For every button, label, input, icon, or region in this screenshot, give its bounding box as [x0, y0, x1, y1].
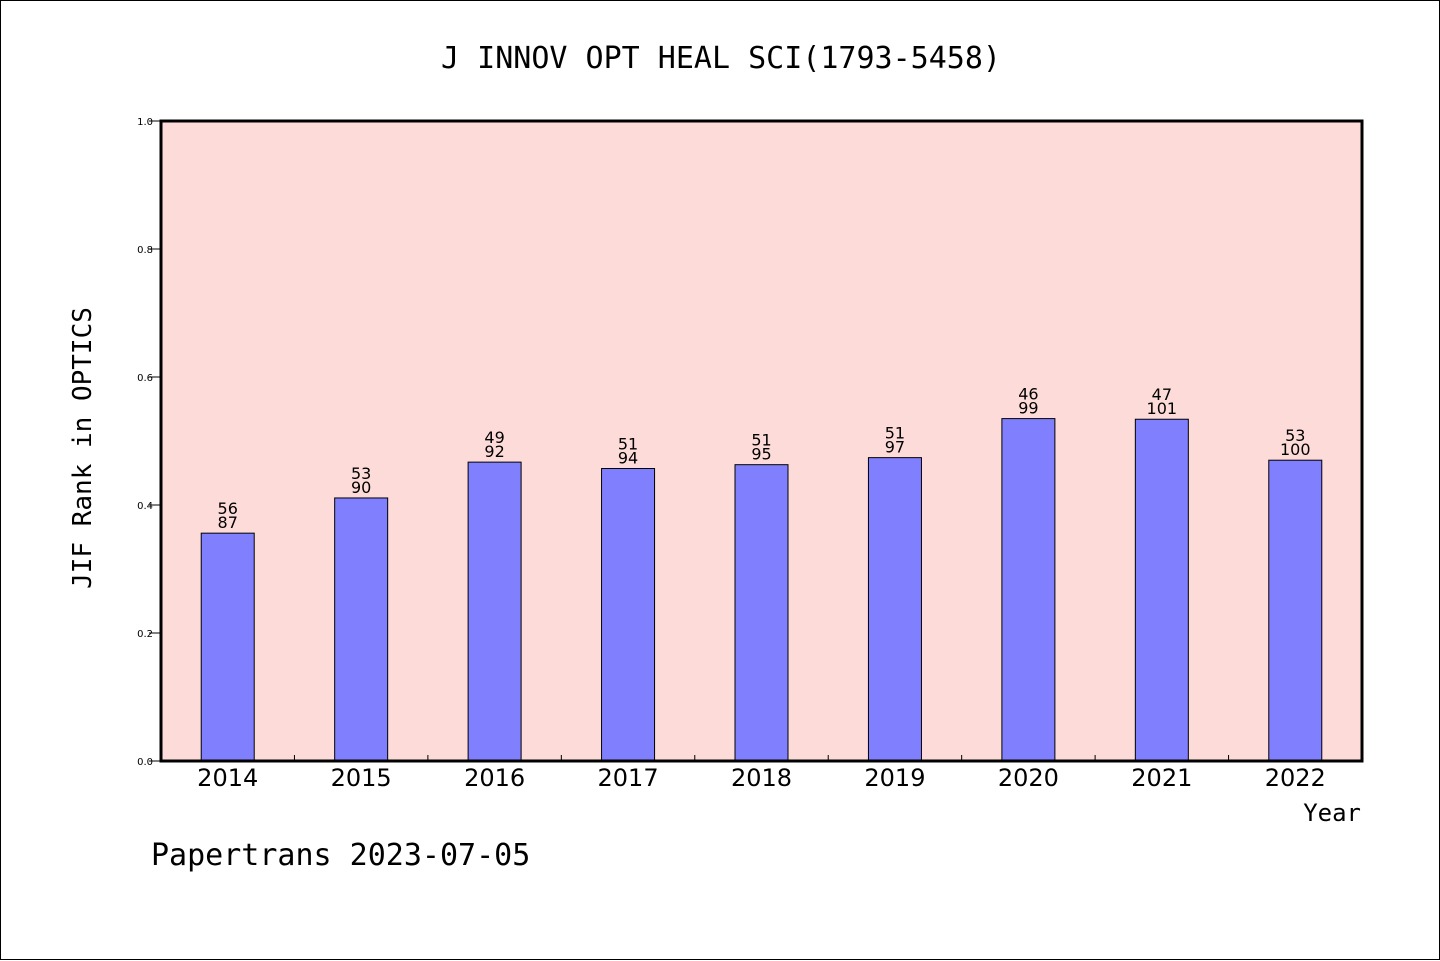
bar-label-bottom: 101 — [1147, 399, 1178, 418]
bars-layer — [200, 418, 1323, 762]
bar-label-bottom: 90 — [351, 478, 371, 497]
y-axis-label: JIF Rank in OPTICS — [68, 307, 98, 589]
chart-title: J INNOV OPT HEAL SCI(1793-5458) — [441, 41, 1001, 76]
x-tick-label: 2015 — [331, 764, 392, 792]
x-tick-label: 2018 — [731, 764, 792, 792]
bar-2019 — [867, 457, 922, 762]
bar-2014 — [200, 532, 255, 762]
y-tick-label: 0.8 — [137, 245, 153, 256]
bar-2017 — [601, 468, 656, 762]
bar-2018 — [734, 464, 789, 762]
x-tick-label: 2016 — [464, 764, 525, 792]
bar-label-top: 53 — [1285, 426, 1305, 445]
x-tick-label: 2019 — [864, 764, 925, 792]
bar-label-top: 51 — [618, 435, 638, 454]
bar-label-bottom: 97 — [885, 438, 905, 457]
bar-label-top: 49 — [484, 428, 504, 447]
bar-label-bottom: 94 — [618, 449, 638, 468]
bar-2020 — [1001, 418, 1056, 762]
bar-label-bottom: 95 — [751, 445, 771, 464]
x-tick-label: 2014 — [197, 764, 258, 792]
plot-frame — [159, 119, 1364, 763]
bar-label-top: 51 — [885, 424, 905, 443]
bar-label-top: 56 — [218, 499, 238, 518]
x-tick-label: 2017 — [598, 764, 659, 792]
bar-label-bottom: 100 — [1280, 440, 1311, 459]
x-tick-label: 2021 — [1131, 764, 1192, 792]
x-axis-label: Year — [1303, 799, 1361, 827]
bar-label-top: 47 — [1152, 385, 1172, 404]
bar-label-bottom: 92 — [484, 442, 504, 461]
bar-2015 — [334, 497, 389, 762]
bar-2021 — [1134, 418, 1189, 762]
bar-label-top: 53 — [351, 464, 371, 483]
footer-text: Papertrans 2023-07-05 — [151, 838, 530, 873]
bar-label-top: 46 — [1018, 385, 1038, 404]
y-tick-label: 1.0 — [137, 117, 153, 128]
x-tick-label: 2022 — [1265, 764, 1326, 792]
x-axis: 2014 2015 2016 2017 2018 2019 2020 2021 2022 — [197, 755, 1326, 792]
y-tick-label: 0.2 — [137, 629, 153, 640]
y-tick-label: 0.4 — [137, 501, 153, 512]
x-tick-label: 2020 — [998, 764, 1059, 792]
y-tick-label: 0.0 — [137, 757, 153, 768]
bar-2016 — [467, 461, 522, 762]
y-axis: 0.0 0.2 0.4 0.6 0.8 1.0 — [137, 117, 161, 768]
bar-2022 — [1268, 459, 1323, 762]
y-tick-label: 0.6 — [137, 373, 153, 384]
bar-label-bottom: 87 — [218, 513, 238, 532]
bar-label-top: 51 — [751, 431, 771, 450]
bar-label-bottom: 99 — [1018, 399, 1038, 418]
